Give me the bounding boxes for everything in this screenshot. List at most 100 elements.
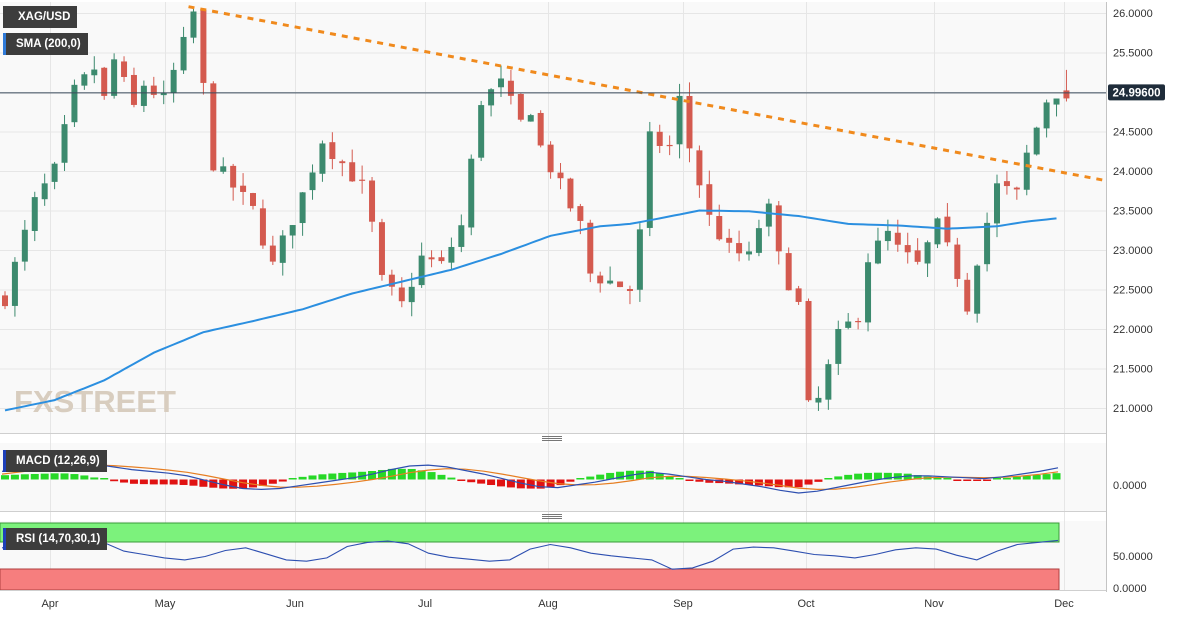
candle-body <box>349 162 356 182</box>
candle-body <box>240 185 247 192</box>
candle <box>974 264 981 323</box>
candle <box>190 6 197 44</box>
candle-body <box>220 166 227 172</box>
candle-body <box>934 218 941 245</box>
candle-body <box>924 242 931 264</box>
candle-body <box>121 61 128 77</box>
macd-histogram-bar <box>1 475 9 480</box>
candle-body <box>21 229 28 262</box>
candle-body <box>785 253 792 291</box>
candle-body <box>130 74 137 105</box>
macd-histogram-bar <box>1052 473 1061 480</box>
macd-histogram-bar <box>288 478 297 480</box>
candle <box>21 220 28 271</box>
candle-body <box>587 222 594 274</box>
time-tick-label: Nov <box>924 598 944 610</box>
candle <box>121 56 128 82</box>
candle-body <box>815 397 822 403</box>
macd-histogram-bar <box>606 472 615 480</box>
macd-histogram-bar <box>377 469 386 480</box>
price-tick-label: 22.0000 <box>1113 324 1153 336</box>
macd-histogram-bar <box>1022 475 1031 480</box>
candle <box>130 67 137 108</box>
macd-histogram-bar <box>893 473 902 480</box>
macd-histogram-bar <box>258 479 267 486</box>
candle-body <box>984 222 991 265</box>
candle <box>11 257 18 317</box>
resize-handle[interactable] <box>542 514 562 519</box>
macd-histogram-bar <box>943 478 952 480</box>
candle <box>656 124 663 154</box>
rsi-axis-labels: 50.0000 0.0000 <box>1113 551 1153 595</box>
macd-histogram-bar <box>854 473 863 480</box>
macd-histogram-bar <box>1002 477 1011 480</box>
macd-histogram-bar <box>427 472 436 480</box>
macd-histogram-bar <box>804 479 813 485</box>
candle-body <box>140 85 147 106</box>
macd-histogram-bar <box>735 479 744 485</box>
candle-body <box>686 95 693 149</box>
candle <box>378 218 385 281</box>
macd-histogram-bar <box>80 475 89 480</box>
candle-body <box>299 192 306 224</box>
time-tick-label: Aug <box>538 598 558 610</box>
macd-histogram-bar <box>20 474 29 480</box>
candle-body <box>359 179 366 181</box>
candle-body <box>388 274 395 287</box>
time-tick-label: Jun <box>286 598 304 610</box>
candle-body <box>41 183 48 200</box>
macd-histogram-bar <box>169 479 178 485</box>
candle <box>795 285 802 305</box>
macd-histogram-bar <box>784 479 793 488</box>
candle-body <box>1013 187 1020 190</box>
candle <box>250 192 256 210</box>
candle <box>696 145 703 198</box>
candle-body <box>547 144 554 173</box>
macd-histogram-bar <box>596 474 605 480</box>
candle-body <box>706 184 713 215</box>
candle-body <box>468 158 475 228</box>
macd-histogram-bar <box>477 479 486 484</box>
candle-body <box>636 229 643 290</box>
candle-body <box>1023 152 1030 190</box>
candle-body <box>894 232 901 245</box>
watermark: FXSTREET <box>14 384 176 419</box>
candle <box>805 298 812 402</box>
macd-histogram-bar <box>586 476 595 480</box>
candle-body <box>567 178 574 209</box>
macd-histogram-bar <box>338 472 347 480</box>
candle-body <box>2 295 8 307</box>
price-axis-labels: 26.000025.500025.000024.500024.000023.50… <box>1113 8 1153 415</box>
candle <box>230 163 237 201</box>
vertical-grid <box>50 2 1065 590</box>
price-tick-label: 22.5000 <box>1113 285 1153 297</box>
current-price-value: 24.99600 <box>1113 87 1161 99</box>
candle-body <box>904 245 911 253</box>
candle-body <box>607 280 614 284</box>
candle <box>200 8 207 95</box>
macd-histogram-bar <box>695 479 704 482</box>
candle-body <box>914 250 921 262</box>
candle-body <box>755 228 762 253</box>
candle-body <box>765 203 772 227</box>
rsi-oversold-zone <box>0 568 1060 590</box>
macd-histogram-bar <box>983 479 992 481</box>
macd-histogram-bar <box>129 479 138 484</box>
candle-body <box>230 165 237 188</box>
macd-histogram-bar <box>883 472 892 480</box>
candle <box>41 173 48 206</box>
rsi-tick-label: 50.0000 <box>1113 551 1153 563</box>
macd-histogram-bar <box>1012 476 1021 480</box>
macd-histogram-bar <box>993 478 1001 480</box>
candle-body <box>418 255 425 286</box>
candle-body <box>279 235 286 263</box>
candle-body <box>269 245 276 262</box>
candle-body <box>746 251 752 255</box>
macd-histogram-bar <box>834 476 843 480</box>
macd-axis-labels: 0.0000 <box>1113 480 1147 492</box>
rsi-line <box>1 539 1059 570</box>
resize-handle[interactable] <box>542 436 562 441</box>
macd-histogram-bar <box>487 479 496 486</box>
candle <box>547 141 554 179</box>
